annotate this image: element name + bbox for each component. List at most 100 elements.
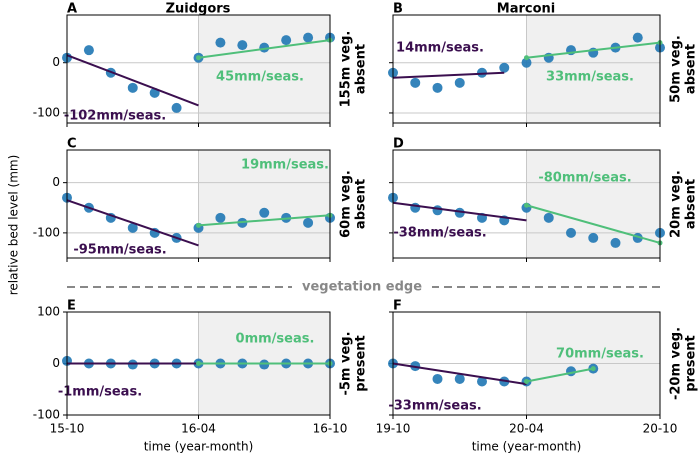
data-point: [127, 222, 138, 233]
data-point: [521, 57, 532, 68]
trend-end: [524, 55, 529, 61]
panel-letter: D: [393, 137, 404, 152]
side-label: 155m veg.: [339, 31, 354, 108]
trend-line: [198, 39, 331, 59]
panel-letter: B: [393, 2, 403, 17]
trend-label: -102mm/seas.: [64, 109, 166, 124]
data-point: [610, 237, 621, 248]
data-point: [566, 227, 576, 238]
y-tick-label: 0: [52, 356, 60, 370]
data-point: [127, 82, 138, 93]
data-point: [259, 207, 270, 218]
trend-line: [526, 204, 661, 244]
data-point: [477, 67, 487, 78]
plot-frame: [66, 14, 331, 124]
data-point: [281, 35, 292, 46]
x-tick-label: 16-04: [181, 422, 216, 436]
trend-end: [196, 361, 201, 366]
column-title: Zuidgors: [166, 2, 231, 17]
data-point: [454, 77, 465, 88]
side-label: -5m veg.: [339, 331, 354, 395]
plot-frame: [66, 149, 331, 259]
data-point: [499, 62, 510, 73]
side-label: present: [684, 335, 699, 392]
side-label: absent: [354, 179, 369, 229]
data-point: [432, 373, 443, 384]
trend-label: 45mm/seas.: [216, 70, 304, 85]
plot-frame: [66, 311, 331, 416]
trend-label: -80mm/seas.: [538, 171, 631, 186]
trend-line: [198, 214, 331, 227]
data-point: [432, 82, 443, 93]
x-tick-label: 16-10: [313, 422, 348, 436]
x-axis-label: time (year-month): [472, 440, 582, 454]
plot-frame: [392, 311, 661, 416]
trend-end: [590, 366, 596, 372]
trend-label: 0mm/seas.: [236, 332, 315, 347]
x-tick-label: 20-10: [643, 422, 678, 436]
column-title: Marconi: [497, 2, 555, 17]
trend-line: [66, 199, 199, 247]
trend-label: 14mm/seas.: [396, 41, 484, 56]
data-point: [432, 205, 443, 216]
side-label: absent: [684, 179, 699, 229]
trend-end: [524, 379, 529, 385]
trend-line: [392, 71, 505, 79]
side-label: absent: [354, 44, 369, 94]
trend-label: 19mm/seas.: [241, 158, 329, 173]
shaded-region: [198, 150, 330, 258]
trend-line: [392, 201, 527, 222]
data-point: [237, 40, 248, 51]
trend-label: 33mm/seas.: [546, 70, 634, 85]
trend-end: [524, 202, 529, 208]
panel-letter: F: [393, 299, 402, 314]
panel-letter: A: [67, 2, 77, 17]
panel-letter: C: [67, 137, 77, 152]
trend-line: [526, 367, 594, 383]
y-tick-label: -100: [33, 408, 60, 422]
data-point: [588, 232, 599, 243]
side-label: absent: [684, 44, 699, 94]
plot-frame: [392, 14, 661, 124]
x-tick-label: 20-04: [509, 422, 544, 436]
trend-line: [392, 362, 527, 386]
trend-label: -38mm/seas.: [393, 226, 486, 241]
x-tick-label: 15-10: [50, 422, 85, 436]
trend-label: 70mm/seas.: [556, 347, 644, 362]
data-point: [215, 37, 226, 48]
y-tick-label: 0: [52, 55, 60, 69]
panel-letter: E: [67, 299, 76, 314]
data-point: [410, 77, 421, 88]
data-point: [127, 359, 138, 370]
data-point: [454, 373, 465, 384]
plot-frame: [392, 149, 661, 259]
data-point: [632, 32, 643, 43]
trend-line: [526, 41, 661, 59]
trend-end: [196, 55, 201, 61]
side-label: 50m veg.: [669, 35, 684, 103]
trend-end: [196, 222, 201, 228]
data-point: [303, 217, 314, 228]
y-tick-label: 0: [52, 175, 60, 189]
side-label: 20m veg.: [669, 170, 684, 238]
trend-label: -1mm/seas.: [58, 385, 142, 400]
x-axis-label: time (year-month): [144, 440, 254, 454]
y-tick-label: 100: [37, 305, 60, 319]
trend-label: -33mm/seas.: [388, 399, 481, 414]
trend-line: [66, 54, 199, 107]
separator-label: vegetation edge: [302, 280, 422, 295]
y-tick-label: -100: [33, 105, 60, 119]
side-label: -20m veg.: [669, 327, 684, 400]
data-point: [543, 212, 554, 223]
data-point: [171, 102, 182, 113]
x-tick-label: 19-10: [376, 422, 411, 436]
side-label: present: [354, 335, 369, 392]
data-point: [259, 359, 270, 370]
data-point: [215, 212, 226, 223]
data-point: [303, 32, 314, 43]
data-point: [83, 45, 94, 56]
data-point: [477, 376, 487, 387]
side-label: 60m veg.: [339, 170, 354, 238]
y-axis-label: relative bed level (mm): [7, 155, 21, 296]
